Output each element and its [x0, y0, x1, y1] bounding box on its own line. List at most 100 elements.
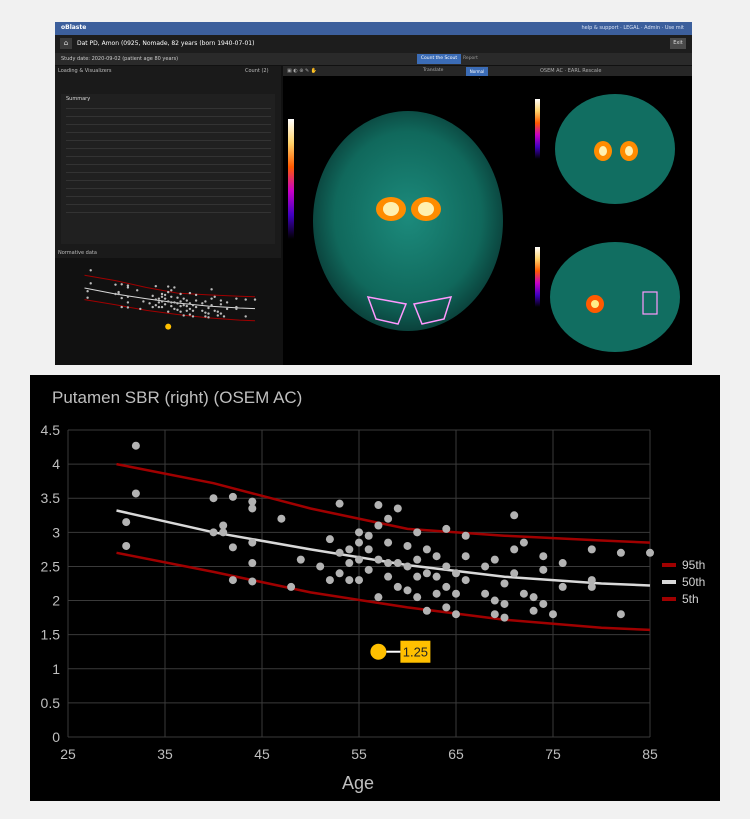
coronal-scan[interactable] [533, 79, 690, 219]
mini-data-point [126, 286, 130, 289]
data-point [277, 514, 286, 523]
mini-data-point [120, 296, 123, 300]
data-point [374, 521, 383, 530]
data-point [432, 552, 441, 561]
transverse-scan[interactable] [286, 79, 531, 363]
app-top-bar: oBlaste help & support · LEGAL · Admin ·… [55, 22, 692, 35]
mini-data-point [188, 302, 192, 305]
data-point [248, 497, 257, 506]
chart-title: Putamen SBR (right) (OSEM AC) [52, 388, 302, 407]
data-point [345, 576, 354, 585]
results-title: Summary [66, 96, 91, 102]
data-point [490, 555, 499, 564]
percentile-line-50th [116, 509, 651, 587]
mini-percentile-line [84, 299, 256, 322]
data-point [287, 582, 296, 591]
mini-data-point [167, 290, 170, 294]
mini-data-point [114, 292, 117, 296]
x-tick-label: 65 [448, 746, 464, 762]
mini-data-point [213, 295, 216, 298]
results-row [66, 156, 271, 157]
mini-data-point [179, 304, 182, 308]
translate-label[interactable]: Translate [423, 68, 444, 73]
mini-data-point [204, 311, 207, 314]
data-point [131, 489, 140, 498]
data-point [500, 599, 509, 608]
data-point [539, 599, 548, 608]
mini-data-point [176, 302, 179, 305]
mini-data-point [194, 293, 198, 297]
y-tick-label: 3.5 [41, 490, 61, 506]
data-point [413, 572, 422, 581]
data-point [374, 593, 383, 602]
home-button[interactable]: ⌂ [60, 38, 72, 49]
normative-header: Normative data [58, 250, 97, 256]
left-panel-count: Count (2) [245, 68, 269, 74]
top-links[interactable]: help & support · LEGAL · Admin · Use mit [581, 25, 685, 31]
data-point [325, 535, 334, 544]
data-point [452, 569, 460, 578]
data-point [374, 555, 383, 564]
mini-data-point [182, 297, 185, 300]
y-tick-label: 4.5 [41, 422, 61, 438]
tab-report[interactable]: Report [463, 56, 478, 61]
tab-count-scout[interactable]: Count the Scout [417, 54, 461, 64]
mini-data-point [244, 298, 247, 301]
data-point [209, 528, 218, 537]
sagittal-scan[interactable] [533, 222, 690, 363]
results-row [66, 212, 271, 213]
mini-data-point [173, 286, 176, 289]
data-point [248, 504, 257, 513]
data-point [529, 593, 538, 602]
y-tick-label: 4 [52, 456, 60, 472]
data-point [403, 541, 412, 550]
mini-data-point [157, 305, 161, 309]
data-point [219, 521, 228, 530]
results-row [66, 180, 271, 181]
mini-data-point [216, 314, 219, 317]
mini-data-point [213, 309, 216, 312]
mini-data-point [154, 304, 157, 307]
mini-data-point [176, 308, 179, 312]
data-point [364, 565, 373, 574]
mini-patient-point [165, 323, 172, 330]
mini-data-point [216, 310, 219, 313]
legend-label-5th: 5th [682, 592, 699, 606]
recon-select[interactable]: OSEM AC · EARL Rescale [540, 68, 602, 74]
percentile-line-95th [116, 462, 651, 544]
data-point [325, 576, 334, 585]
data-point [228, 543, 237, 552]
data-point [228, 576, 237, 585]
toolbar-tools[interactable]: ▣ ◐ ⊕ ✎ ✋ [287, 68, 318, 74]
data-point [442, 562, 451, 571]
mini-data-point [114, 283, 117, 286]
mini-data-point [163, 297, 167, 300]
normal-scale-button[interactable]: Normal scale [466, 67, 488, 83]
patient-point [370, 643, 387, 660]
mini-data-point [225, 301, 229, 304]
percentile-line-5th [116, 551, 651, 632]
data-point [558, 582, 567, 591]
legend: 95th 50th 5th [662, 558, 705, 606]
data-point [403, 562, 412, 571]
data-point [413, 528, 422, 537]
mini-data-point [117, 292, 120, 296]
results-table [61, 94, 275, 244]
mini-data-point [182, 304, 185, 307]
data-point [452, 589, 460, 598]
results-row [66, 164, 271, 165]
data-point [384, 538, 393, 547]
data-point [461, 576, 470, 585]
axis-ticks: 0 0.5 1 1.5 2 2.5 3 3.5 4 4.5 25 35 45 55 65 75 85 [41, 422, 658, 762]
exit-button[interactable]: Exit [670, 38, 686, 49]
results-row [66, 172, 271, 173]
mini-data-point [207, 312, 210, 315]
mini-percentile-line [84, 274, 256, 298]
data-point [345, 545, 354, 554]
data-point [122, 541, 131, 550]
x-tick-label: 55 [351, 746, 367, 762]
data-point [296, 555, 305, 564]
data-point [529, 606, 538, 615]
mini-data-point [210, 297, 213, 300]
data-point [355, 538, 363, 547]
